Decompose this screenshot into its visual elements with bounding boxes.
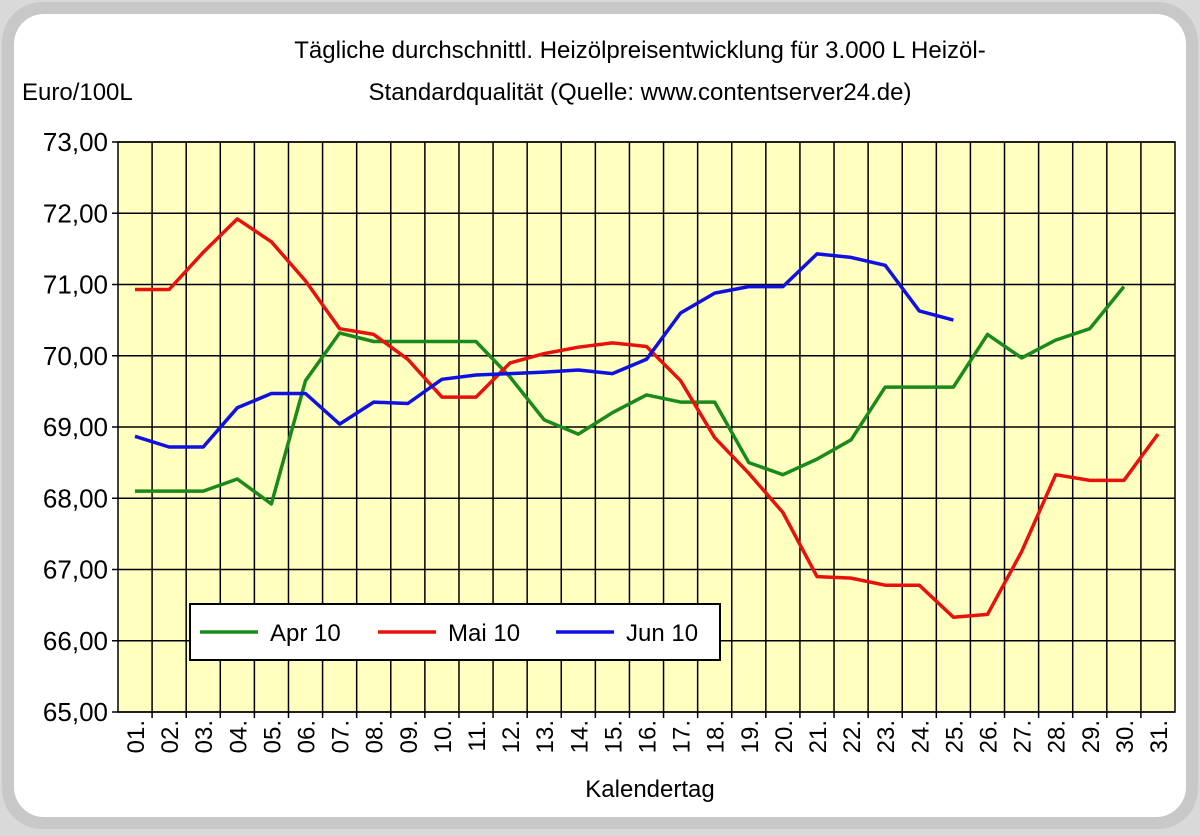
x-tick-label: 19. bbox=[737, 720, 764, 753]
y-tick-label: 70,00 bbox=[43, 341, 108, 371]
x-tick-label: 18. bbox=[703, 720, 730, 753]
legend-label: Jun 10 bbox=[626, 620, 698, 647]
x-tick-label: 14. bbox=[566, 720, 593, 753]
x-tick-label: 12. bbox=[498, 720, 525, 753]
x-tick-label: 30. bbox=[1112, 720, 1139, 753]
x-tick-label: 27. bbox=[1010, 720, 1037, 753]
series-line bbox=[135, 285, 1126, 506]
x-tick-label: 11. bbox=[464, 720, 491, 752]
legend bbox=[189, 603, 721, 661]
x-tick-label: 10. bbox=[430, 720, 457, 753]
x-tick-label: 03. bbox=[191, 720, 218, 753]
x-tick-label: 21. bbox=[805, 720, 832, 753]
x-tick-label: 20. bbox=[771, 720, 798, 753]
legend-label: Apr 10 bbox=[270, 620, 341, 647]
x-tick-label: 05. bbox=[259, 720, 286, 753]
x-tick-label: 26. bbox=[975, 720, 1002, 753]
x-tick-label: 04. bbox=[225, 720, 252, 753]
x-tick-label: 23. bbox=[873, 720, 900, 753]
y-tick-label: 73,00 bbox=[43, 127, 108, 157]
legend-label: Mai 10 bbox=[448, 620, 520, 647]
y-tick-label: 66,00 bbox=[43, 626, 108, 656]
x-tick-label: 13. bbox=[532, 720, 559, 753]
x-tick-label: 24. bbox=[907, 720, 934, 753]
x-axis-label: Kalendertag bbox=[585, 776, 714, 803]
x-tick-label: 01. bbox=[123, 720, 150, 753]
y-tick-label: 65,00 bbox=[43, 697, 108, 727]
x-tick-label: 06. bbox=[294, 720, 321, 753]
x-tick-label: 15. bbox=[600, 720, 627, 753]
y-tick-label: 71,00 bbox=[43, 270, 108, 300]
x-tick-label: 08. bbox=[362, 720, 389, 753]
x-tick-label: 25. bbox=[941, 720, 968, 753]
y-axis-label: Euro/100L bbox=[22, 79, 133, 106]
chart-title: Standardqualität (Quelle: www.contentser… bbox=[369, 79, 912, 106]
x-tick-label: 09. bbox=[396, 720, 423, 753]
y-tick-label: 67,00 bbox=[43, 555, 108, 585]
x-tick-label: 28. bbox=[1044, 720, 1071, 753]
x-tick-label: 22. bbox=[839, 720, 866, 753]
x-tick-label: 16. bbox=[635, 720, 662, 753]
x-tick-label: 07. bbox=[328, 720, 355, 753]
x-tick-label: 02. bbox=[157, 720, 184, 753]
x-tick-label: 29. bbox=[1078, 720, 1105, 753]
chart-title: Tägliche durchschnittl. Heizölpreisentwi… bbox=[294, 37, 985, 64]
y-tick-label: 72,00 bbox=[43, 198, 108, 228]
y-tick-label: 69,00 bbox=[43, 412, 108, 442]
y-tick-label: 68,00 bbox=[43, 483, 108, 513]
series-line bbox=[135, 217, 1160, 619]
series-line bbox=[134, 252, 954, 449]
x-tick-label: 17. bbox=[669, 720, 696, 753]
x-tick-label: 31. bbox=[1146, 720, 1173, 753]
